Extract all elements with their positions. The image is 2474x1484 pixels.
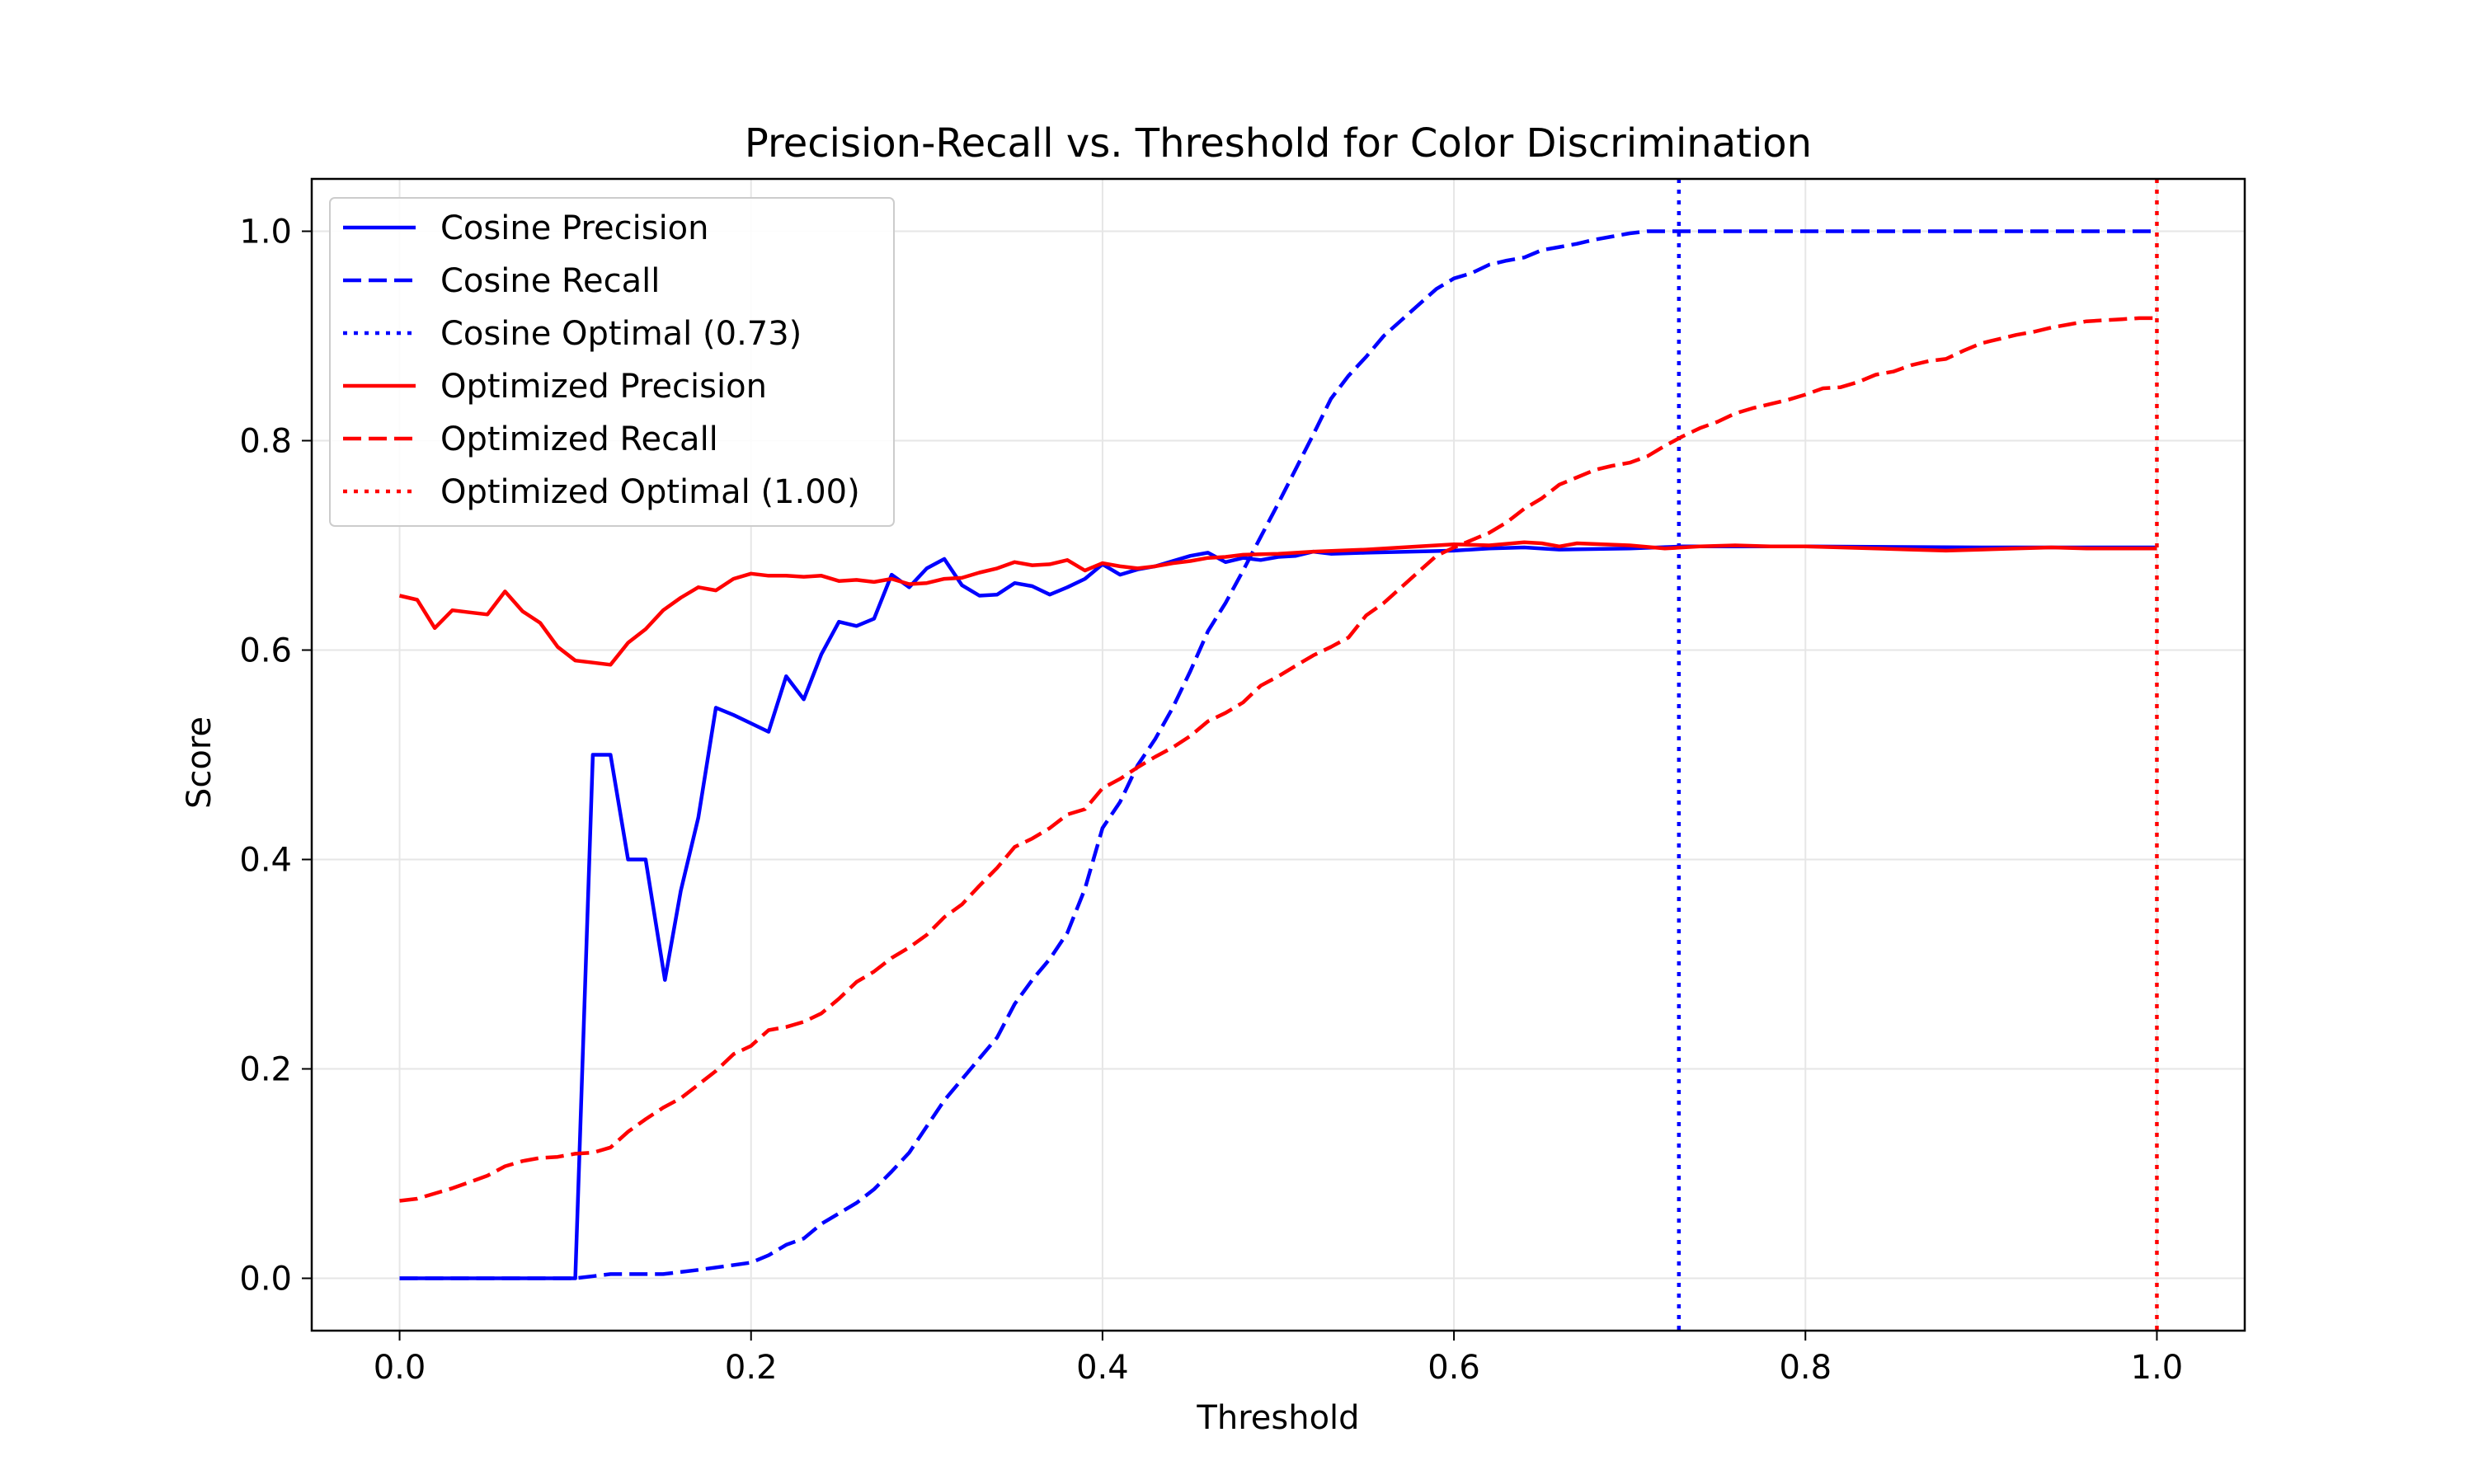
y-tick-label: 0.6 — [239, 632, 292, 670]
series-lines — [398, 179, 2159, 1331]
x-tick-label: 0.6 — [1427, 1349, 1480, 1387]
y-tick-label: 0.2 — [239, 1051, 292, 1089]
legend-label-optimized-precision: Optimized Precision — [440, 368, 767, 406]
plot-frame — [310, 177, 2246, 1332]
cosine-precision-line — [399, 544, 2157, 1280]
x-tick-label: 0.4 — [1076, 1349, 1129, 1387]
cosine-recall-line — [399, 229, 2157, 1280]
legend-label-cosine-recall: Cosine Recall — [440, 262, 660, 300]
legend-label-optimized-recall: Optimized Recall — [440, 420, 718, 458]
x-tick-label: 0.8 — [1779, 1349, 1832, 1387]
axis-ticks: 0.0 0.2 0.4 0.6 0.8 1.0 0.0 0.2 0.4 0.6 0.8 1.0 — [239, 214, 2183, 1388]
chart-title: Precision-Recall vs. Threshold for Color… — [745, 120, 1812, 167]
y-tick-label: 0.0 — [239, 1261, 292, 1298]
y-tick-label: 0.4 — [239, 842, 292, 880]
x-tick-label: 1.0 — [2131, 1349, 2184, 1387]
legend-label-cosine-precision: Cosine Precision — [440, 209, 709, 247]
x-tick-label: 0.2 — [725, 1349, 778, 1387]
x-tick-label: 0.0 — [374, 1349, 426, 1387]
y-tick-label: 0.8 — [239, 423, 292, 461]
y-axis-label: Score — [181, 716, 219, 809]
legend-label-cosine-optimal-0-73: Cosine Optimal (0.73) — [440, 315, 802, 353]
x-axis-label: Threshold — [1196, 1399, 1359, 1437]
optimized-recall-line — [399, 316, 2157, 1203]
legend-box — [329, 197, 895, 527]
legend-label-optimized-optimal-1-00: Optimized Optimal (1.00) — [440, 473, 860, 511]
optimized-precision-line — [398, 540, 2157, 667]
legend: Cosine Precision Cosine Recall Cosine Opti… — [329, 197, 895, 527]
y-tick-label: 1.0 — [239, 214, 292, 251]
